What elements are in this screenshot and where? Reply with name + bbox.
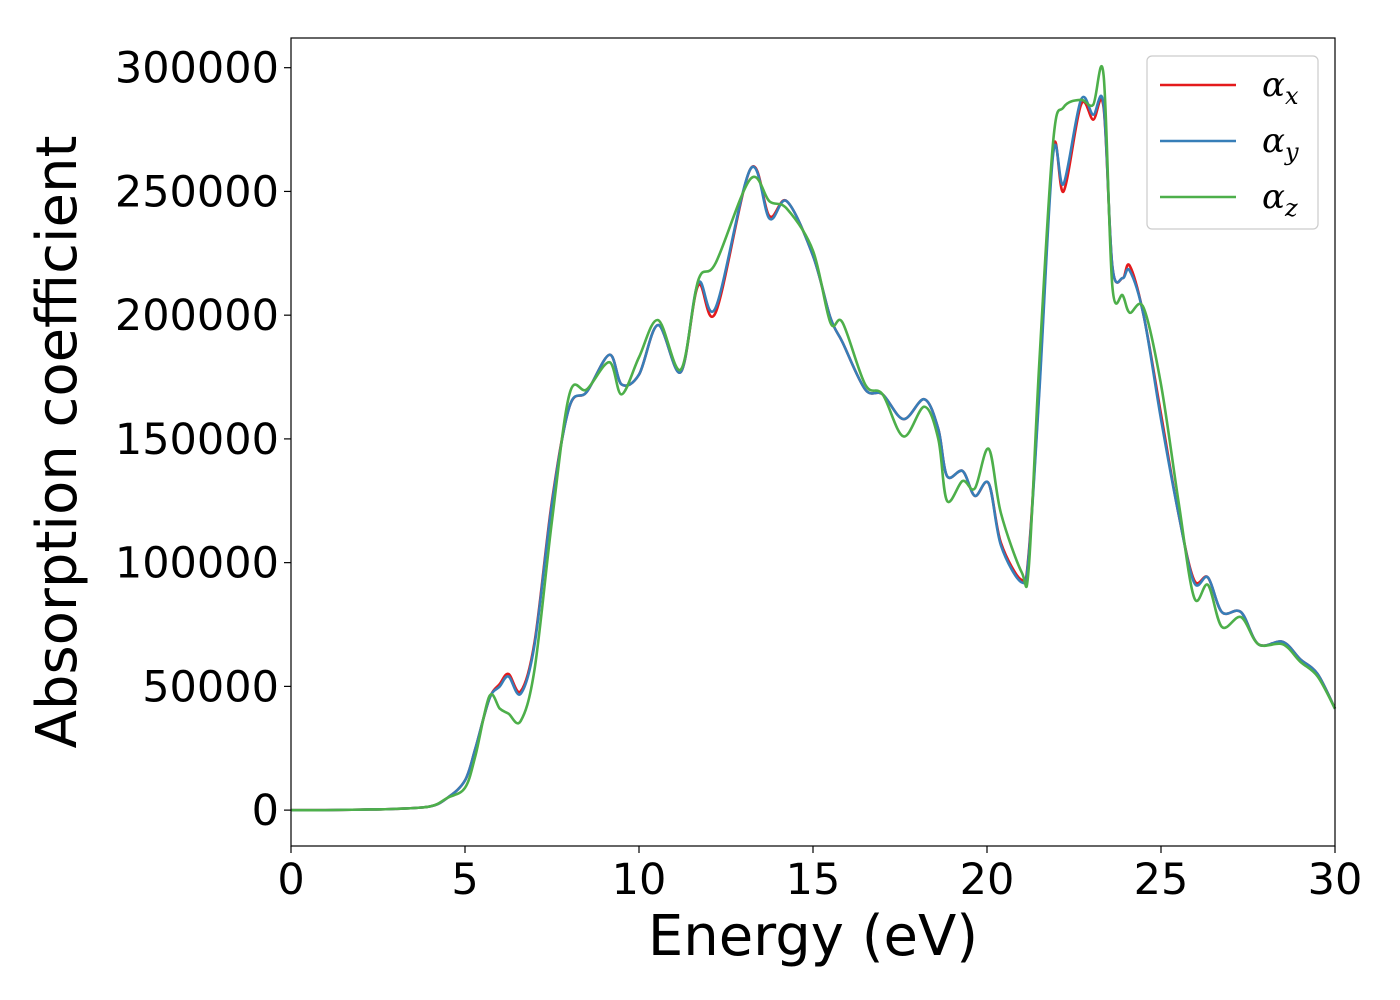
y-axis-ticks: 0 50000 100000 150000 200000 250000 300000	[115, 44, 291, 836]
x-tick-label: 30	[1308, 855, 1363, 905]
y-tick-label: 50000	[142, 662, 279, 712]
series-layer	[290, 64, 1337, 812]
x-tick-label: 0	[277, 855, 304, 905]
x-axis-title: Energy (eV)	[648, 904, 978, 969]
x-tick-label: 15	[786, 855, 841, 905]
y-tick-label: 300000	[115, 44, 279, 94]
series-line-z	[290, 64, 1337, 812]
x-axis-ticks: 0 5 10 15 20 25 30	[277, 846, 1362, 905]
y-tick-label: 0	[252, 786, 279, 836]
x-tick-label: 20	[960, 855, 1015, 905]
x-tick-label: 10	[612, 855, 667, 905]
legend-box	[1146, 55, 1319, 230]
x-tick-label: 25	[1134, 855, 1189, 905]
y-tick-label: 150000	[115, 415, 279, 465]
y-axis-title: Absorption coefficient	[25, 136, 90, 749]
x-tick-label: 5	[451, 855, 478, 905]
y-tick-label: 200000	[115, 291, 279, 341]
plot-frame	[290, 37, 1336, 847]
y-tick-label: 100000	[115, 539, 279, 589]
series-line-y	[290, 94, 1337, 812]
y-tick-label: 250000	[115, 167, 279, 217]
